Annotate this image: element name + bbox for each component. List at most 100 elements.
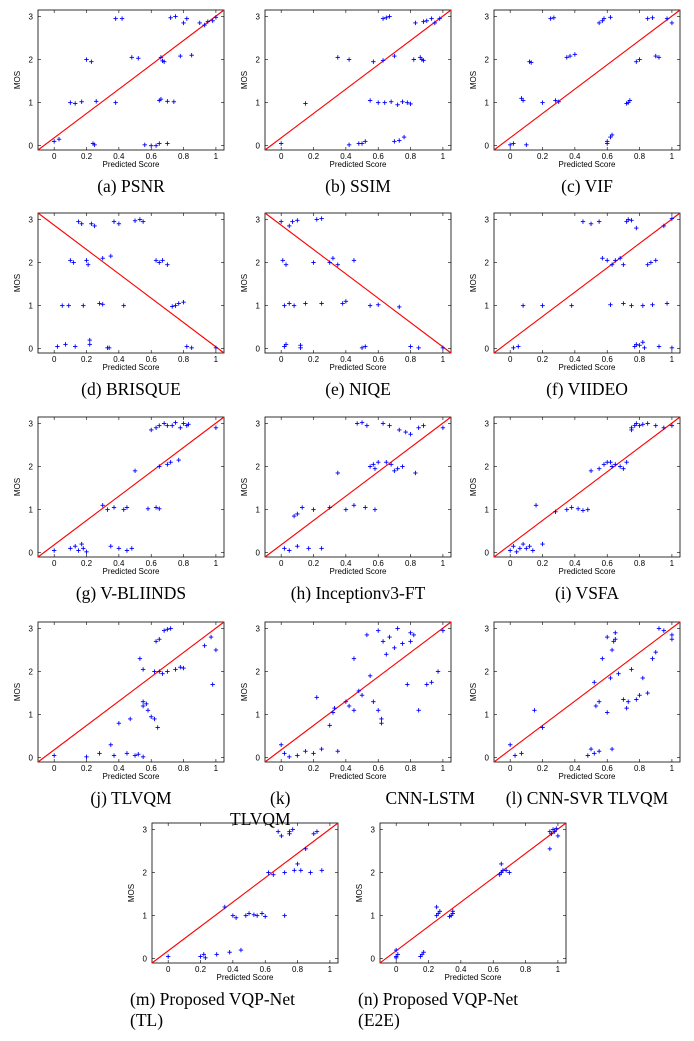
y-tick-label: 3: [29, 215, 34, 224]
x-tick-label: 0.4: [340, 152, 352, 161]
data-point: [388, 462, 394, 467]
data-point: [263, 914, 268, 919]
data-point: [170, 304, 175, 309]
data-point: [282, 546, 287, 551]
data-point: [214, 952, 219, 957]
y-tick-label: 1: [485, 711, 490, 720]
data-point: [157, 464, 162, 469]
data-point: [280, 258, 285, 263]
data-point: [601, 462, 607, 467]
data-point: [580, 508, 586, 513]
x-axis-label: Predicted Score: [559, 160, 616, 169]
data-point: [108, 253, 113, 259]
x-tick-label: 0.6: [373, 559, 385, 568]
data-point: [238, 947, 244, 953]
x-tick-label: 0.4: [113, 355, 125, 364]
chart-panel-a: 0 0.2 0.4 0.6 0.8 1 0 1 2 3 Predicted Score MOS (a) …: [13, 9, 225, 196]
data-point: [311, 751, 316, 756]
data-point: [569, 303, 574, 308]
x-tick-label: 0.2: [81, 355, 93, 364]
data-point: [408, 101, 413, 107]
data-point: [363, 139, 368, 144]
plot-frame: [264, 9, 452, 151]
plot-frame: [493, 212, 681, 354]
data-point: [278, 219, 284, 224]
data-point: [608, 675, 613, 681]
data-point: [300, 505, 305, 510]
data-point: [664, 16, 670, 21]
data-point: [165, 462, 170, 467]
data-point: [283, 262, 289, 267]
data-point: [609, 647, 615, 653]
data-point: [645, 421, 650, 426]
data-point: [408, 639, 413, 644]
data-point: [303, 846, 308, 852]
y-axis-label: MOS: [240, 274, 249, 292]
data-point: [592, 751, 597, 756]
data-point: [661, 628, 667, 633]
y-tick-label: 2: [485, 668, 490, 677]
data-point: [292, 868, 297, 873]
data-point: [198, 954, 203, 959]
data-point: [613, 462, 618, 467]
scatter-plot-j: 0 0.2 0.4 0.6 0.8 1 0 1 2 3 Predicted Score MOS: [13, 621, 225, 781]
data-point: [66, 303, 71, 308]
x-tick-label: 0.2: [195, 965, 207, 974]
data-point: [168, 15, 173, 20]
y-tick-label: 0: [29, 754, 34, 763]
chart-panel-g: 0 0.2 0.4 0.6 0.8 1 0 1 2 3 Predicted Score MOS (g) …: [13, 416, 225, 603]
x-tick-label: 0.2: [537, 764, 549, 773]
data-point: [653, 53, 658, 59]
data-point: [149, 427, 154, 433]
data-point: [287, 223, 292, 229]
data-point: [181, 20, 186, 26]
y-axis-label: MOS: [240, 683, 249, 701]
x-axis-label: Predicted Score: [559, 772, 616, 781]
y-tick-label: 2: [256, 463, 261, 472]
data-point: [669, 632, 675, 638]
data-point: [124, 751, 130, 756]
data-point: [291, 513, 297, 519]
data-point: [384, 652, 389, 657]
x-axis-label: Predicted Score: [103, 772, 160, 781]
data-point: [152, 669, 157, 674]
data-point: [116, 546, 122, 551]
data-point: [97, 751, 102, 756]
data-point: [330, 256, 336, 261]
caption-g: (g) V-BLIINDS: [75, 583, 187, 603]
data-point: [343, 299, 349, 304]
data-point: [650, 656, 655, 661]
y-tick-label: 2: [371, 869, 376, 878]
x-tick-label: 0.4: [569, 355, 581, 364]
data-point: [157, 637, 162, 642]
data-point: [405, 682, 410, 687]
x-tick-label: 0.2: [308, 355, 320, 364]
data-point: [157, 260, 162, 265]
data-point: [165, 141, 170, 146]
data-point: [392, 53, 397, 59]
y-tick-label: 3: [256, 624, 261, 633]
data-point: [94, 99, 99, 104]
data-point: [555, 833, 561, 839]
data-point: [440, 628, 446, 633]
data-point: [213, 425, 219, 430]
y-tick-label: 1: [485, 302, 490, 311]
data-point: [176, 457, 181, 463]
data-point: [653, 258, 658, 263]
x-tick-label: 1: [441, 152, 446, 161]
caption-j: (j) TLVQM: [90, 788, 172, 808]
data-point: [596, 20, 602, 26]
data-point: [121, 507, 126, 512]
x-tick-label: 0: [279, 355, 284, 364]
data-point: [202, 22, 207, 28]
y-tick-label: 1: [29, 506, 34, 515]
plot-frame: [264, 621, 452, 763]
data-point: [540, 100, 545, 105]
x-tick-label: 0.4: [340, 559, 352, 568]
data-point: [116, 221, 122, 226]
data-point: [634, 59, 639, 64]
x-tick-label: 0.2: [81, 764, 93, 773]
y-tick-label: 3: [143, 825, 148, 834]
data-point: [395, 102, 400, 107]
x-tick-label: 0: [394, 965, 399, 974]
